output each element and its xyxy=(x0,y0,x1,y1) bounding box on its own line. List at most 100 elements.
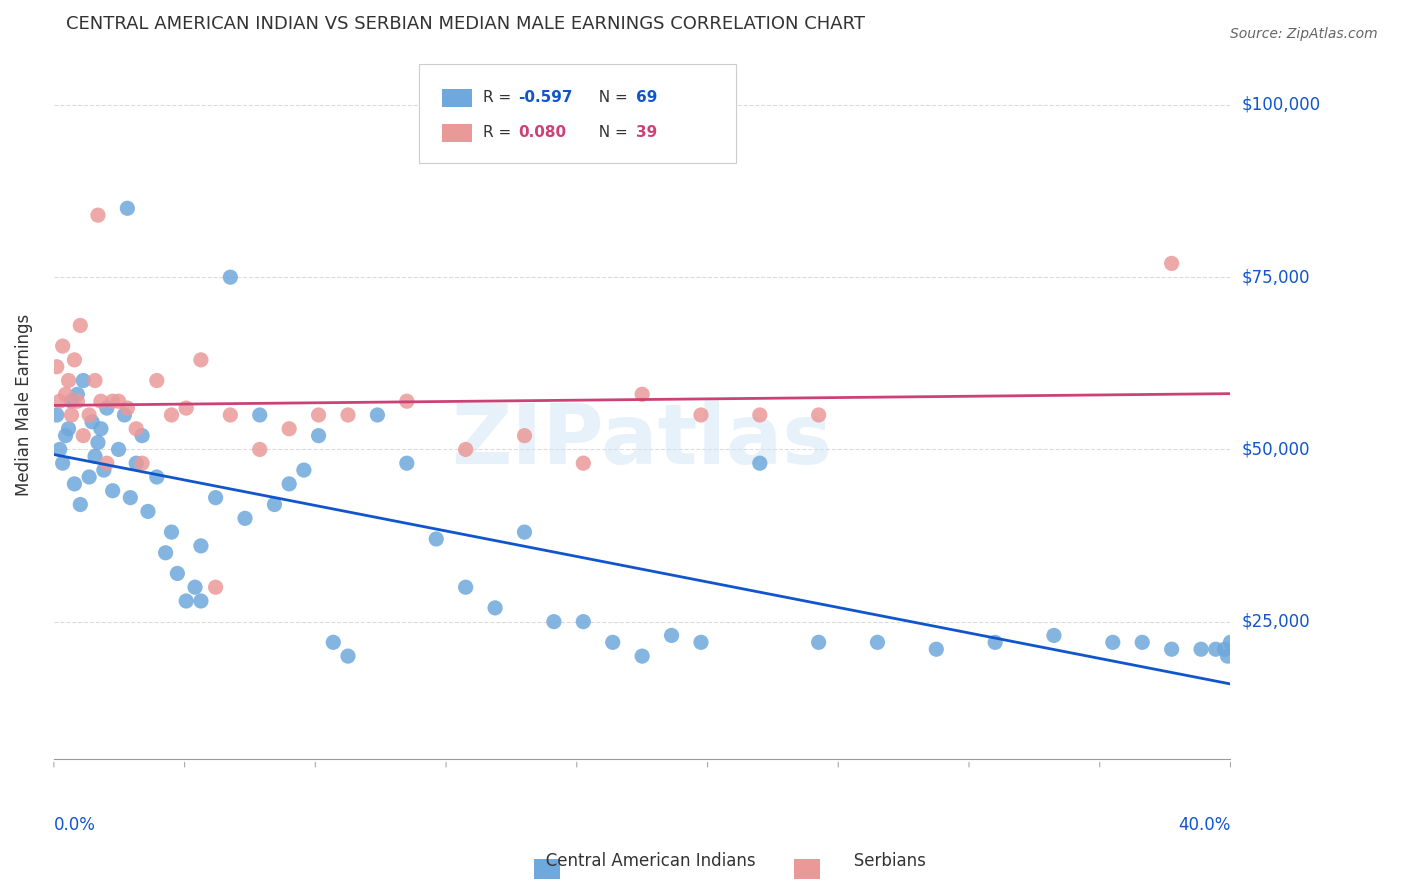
Point xyxy=(72,374,94,388)
Point xyxy=(631,649,654,664)
Point xyxy=(572,615,595,629)
Point xyxy=(425,532,447,546)
Point xyxy=(87,435,110,450)
Point xyxy=(204,580,226,594)
Point xyxy=(292,463,315,477)
Point xyxy=(572,456,595,470)
Point xyxy=(69,498,91,512)
Point xyxy=(125,456,148,470)
Point xyxy=(1219,635,1241,649)
Point xyxy=(395,394,418,409)
Point xyxy=(866,635,889,649)
Point xyxy=(690,408,713,422)
Text: Serbians: Serbians xyxy=(817,852,927,870)
Point xyxy=(45,359,67,374)
Point xyxy=(322,635,344,649)
Point xyxy=(1101,635,1123,649)
Point xyxy=(1043,628,1066,642)
Point xyxy=(125,422,148,436)
Text: 40.0%: 40.0% xyxy=(1178,816,1230,834)
Text: 39: 39 xyxy=(637,126,658,140)
Point xyxy=(114,408,136,422)
Point xyxy=(55,387,77,401)
Point xyxy=(661,628,683,642)
Point xyxy=(602,635,624,649)
Point xyxy=(1130,635,1153,649)
Point xyxy=(1216,649,1239,664)
Point xyxy=(166,566,188,581)
Point xyxy=(219,270,242,285)
Point xyxy=(52,456,75,470)
Point xyxy=(90,422,112,436)
Point xyxy=(263,498,285,512)
Point xyxy=(77,408,100,422)
Text: -0.597: -0.597 xyxy=(519,90,574,105)
FancyBboxPatch shape xyxy=(441,124,471,142)
Text: N =: N = xyxy=(589,126,633,140)
Point xyxy=(174,401,197,415)
Point xyxy=(52,339,75,353)
Point xyxy=(84,374,107,388)
Point xyxy=(58,374,80,388)
Point xyxy=(219,408,242,422)
Text: 0.0%: 0.0% xyxy=(53,816,96,834)
Point xyxy=(63,476,86,491)
Point xyxy=(366,408,388,422)
Text: R =: R = xyxy=(484,90,516,105)
Point xyxy=(146,374,169,388)
Point xyxy=(807,408,830,422)
Point xyxy=(93,463,115,477)
Y-axis label: Median Male Earnings: Median Male Earnings xyxy=(15,313,32,496)
Point xyxy=(155,546,177,560)
Point xyxy=(63,352,86,367)
Point xyxy=(204,491,226,505)
Point xyxy=(66,394,89,409)
Point xyxy=(80,415,103,429)
Text: $25,000: $25,000 xyxy=(1241,613,1310,631)
Point xyxy=(117,401,139,415)
Point xyxy=(925,642,948,657)
Point xyxy=(543,615,565,629)
Point xyxy=(58,422,80,436)
Point xyxy=(1160,642,1182,657)
Point xyxy=(190,352,212,367)
Point xyxy=(190,594,212,608)
Point xyxy=(96,401,118,415)
Point xyxy=(278,422,301,436)
Text: Source: ZipAtlas.com: Source: ZipAtlas.com xyxy=(1230,27,1378,41)
Point xyxy=(60,408,83,422)
Point xyxy=(131,456,153,470)
Point xyxy=(308,408,330,422)
Point xyxy=(107,442,129,457)
Point xyxy=(748,408,770,422)
Text: $75,000: $75,000 xyxy=(1241,268,1310,286)
Point xyxy=(454,580,477,594)
Point xyxy=(120,491,142,505)
Point xyxy=(454,442,477,457)
Point xyxy=(117,202,139,216)
Point xyxy=(84,450,107,464)
Point xyxy=(513,428,536,442)
Point xyxy=(160,408,183,422)
Text: N =: N = xyxy=(589,90,633,105)
Point xyxy=(136,504,159,518)
Point xyxy=(131,428,153,442)
Point xyxy=(278,476,301,491)
Point xyxy=(48,394,70,409)
Point xyxy=(1213,642,1236,657)
Point xyxy=(1205,642,1227,657)
Point xyxy=(107,394,129,409)
Point xyxy=(101,394,124,409)
Point xyxy=(160,525,183,540)
Point xyxy=(90,394,112,409)
Point xyxy=(249,442,271,457)
Point xyxy=(48,442,70,457)
Point xyxy=(174,594,197,608)
Text: $50,000: $50,000 xyxy=(1241,441,1310,458)
Point xyxy=(87,208,110,222)
Point xyxy=(513,525,536,540)
Point xyxy=(60,394,83,409)
Point xyxy=(77,470,100,484)
Point xyxy=(249,408,271,422)
Point xyxy=(190,539,212,553)
